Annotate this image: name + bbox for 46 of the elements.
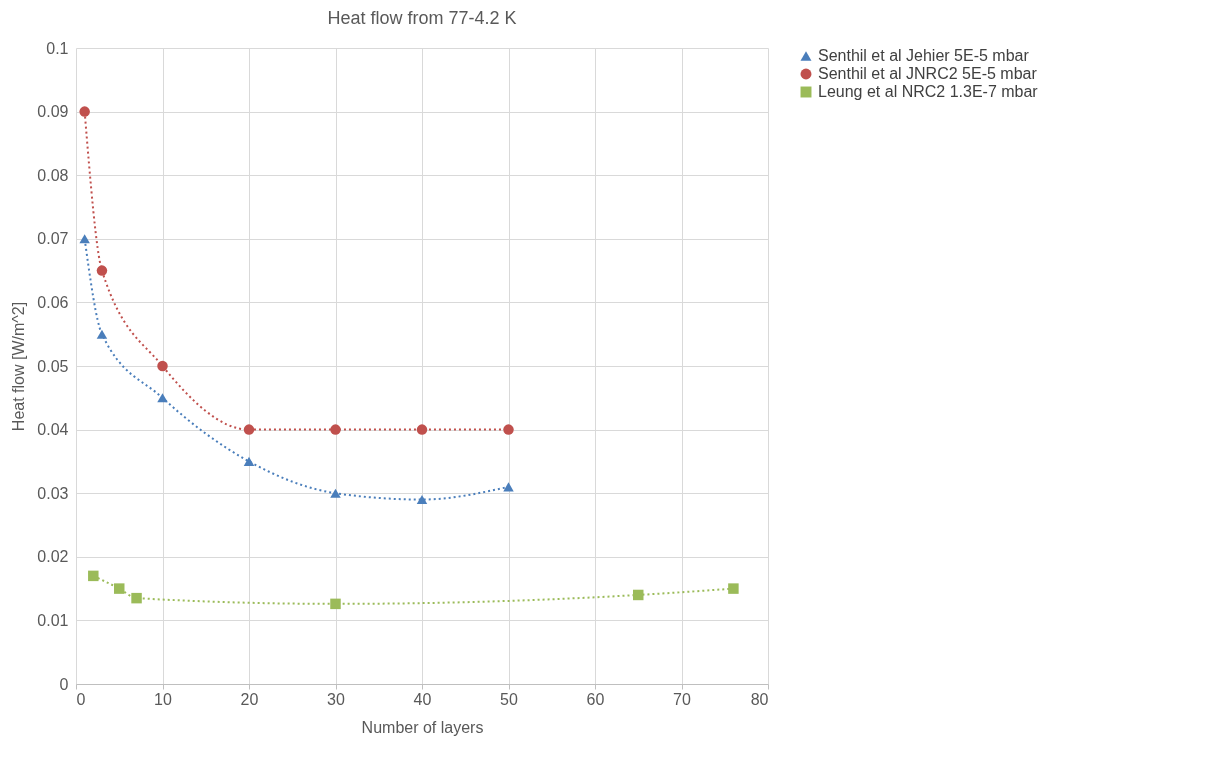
point <box>96 329 108 339</box>
point <box>728 583 739 594</box>
legend-label: Senthil et al Jehier 5E-5 mbar <box>818 47 1030 64</box>
point <box>416 495 428 505</box>
point <box>114 583 125 594</box>
y-tick-label: 0.07 <box>37 230 69 248</box>
x-tick-label: 60 <box>586 690 605 708</box>
x-tick-label: 40 <box>413 690 432 708</box>
point <box>330 488 341 498</box>
point <box>330 424 341 435</box>
y-tick-label: 0.04 <box>37 421 69 439</box>
point <box>79 234 90 244</box>
point <box>96 265 108 276</box>
point <box>131 592 142 604</box>
point <box>88 570 99 582</box>
x-tick-label: 10 <box>154 690 172 708</box>
point <box>243 424 255 435</box>
y-tick-label: 0.02 <box>37 548 69 566</box>
x-tick-label: 50 <box>500 690 518 708</box>
point <box>330 598 341 610</box>
y-axis-title: Heat flow [W/m^2] <box>10 301 28 432</box>
legend-label: Leung et al NRC2 1.3E-7 mbar <box>818 83 1039 100</box>
y-tick-label: 0.1 <box>46 39 69 57</box>
point <box>243 456 255 466</box>
x-tick-label: 20 <box>240 690 259 708</box>
legend-label: Senthil et al JNRC2 5E-5 mbar <box>818 65 1038 82</box>
point <box>416 424 428 435</box>
x-tick-label: 80 <box>750 690 769 708</box>
point <box>157 360 168 372</box>
x-tick-label: 30 <box>327 690 345 708</box>
point <box>157 393 168 403</box>
point <box>503 424 514 435</box>
x-tick-label: 0 <box>76 690 86 708</box>
y-tick-label: 0.09 <box>37 103 69 121</box>
y-tick-label: 0 <box>59 675 69 693</box>
chart-title: Heat flow from 77-4.2 K <box>327 8 517 28</box>
y-tick-label: 0.05 <box>37 357 69 375</box>
x-axis-title: Number of layers <box>361 718 484 736</box>
y-tick-label: 0.01 <box>37 611 69 629</box>
point <box>633 589 644 601</box>
x-tick-label: 70 <box>673 690 691 708</box>
y-tick-label: 0.03 <box>37 484 69 502</box>
y-tick-label: 0.06 <box>37 293 69 311</box>
point <box>503 482 514 492</box>
y-tick-label: 0.08 <box>37 166 69 184</box>
point <box>79 106 90 117</box>
